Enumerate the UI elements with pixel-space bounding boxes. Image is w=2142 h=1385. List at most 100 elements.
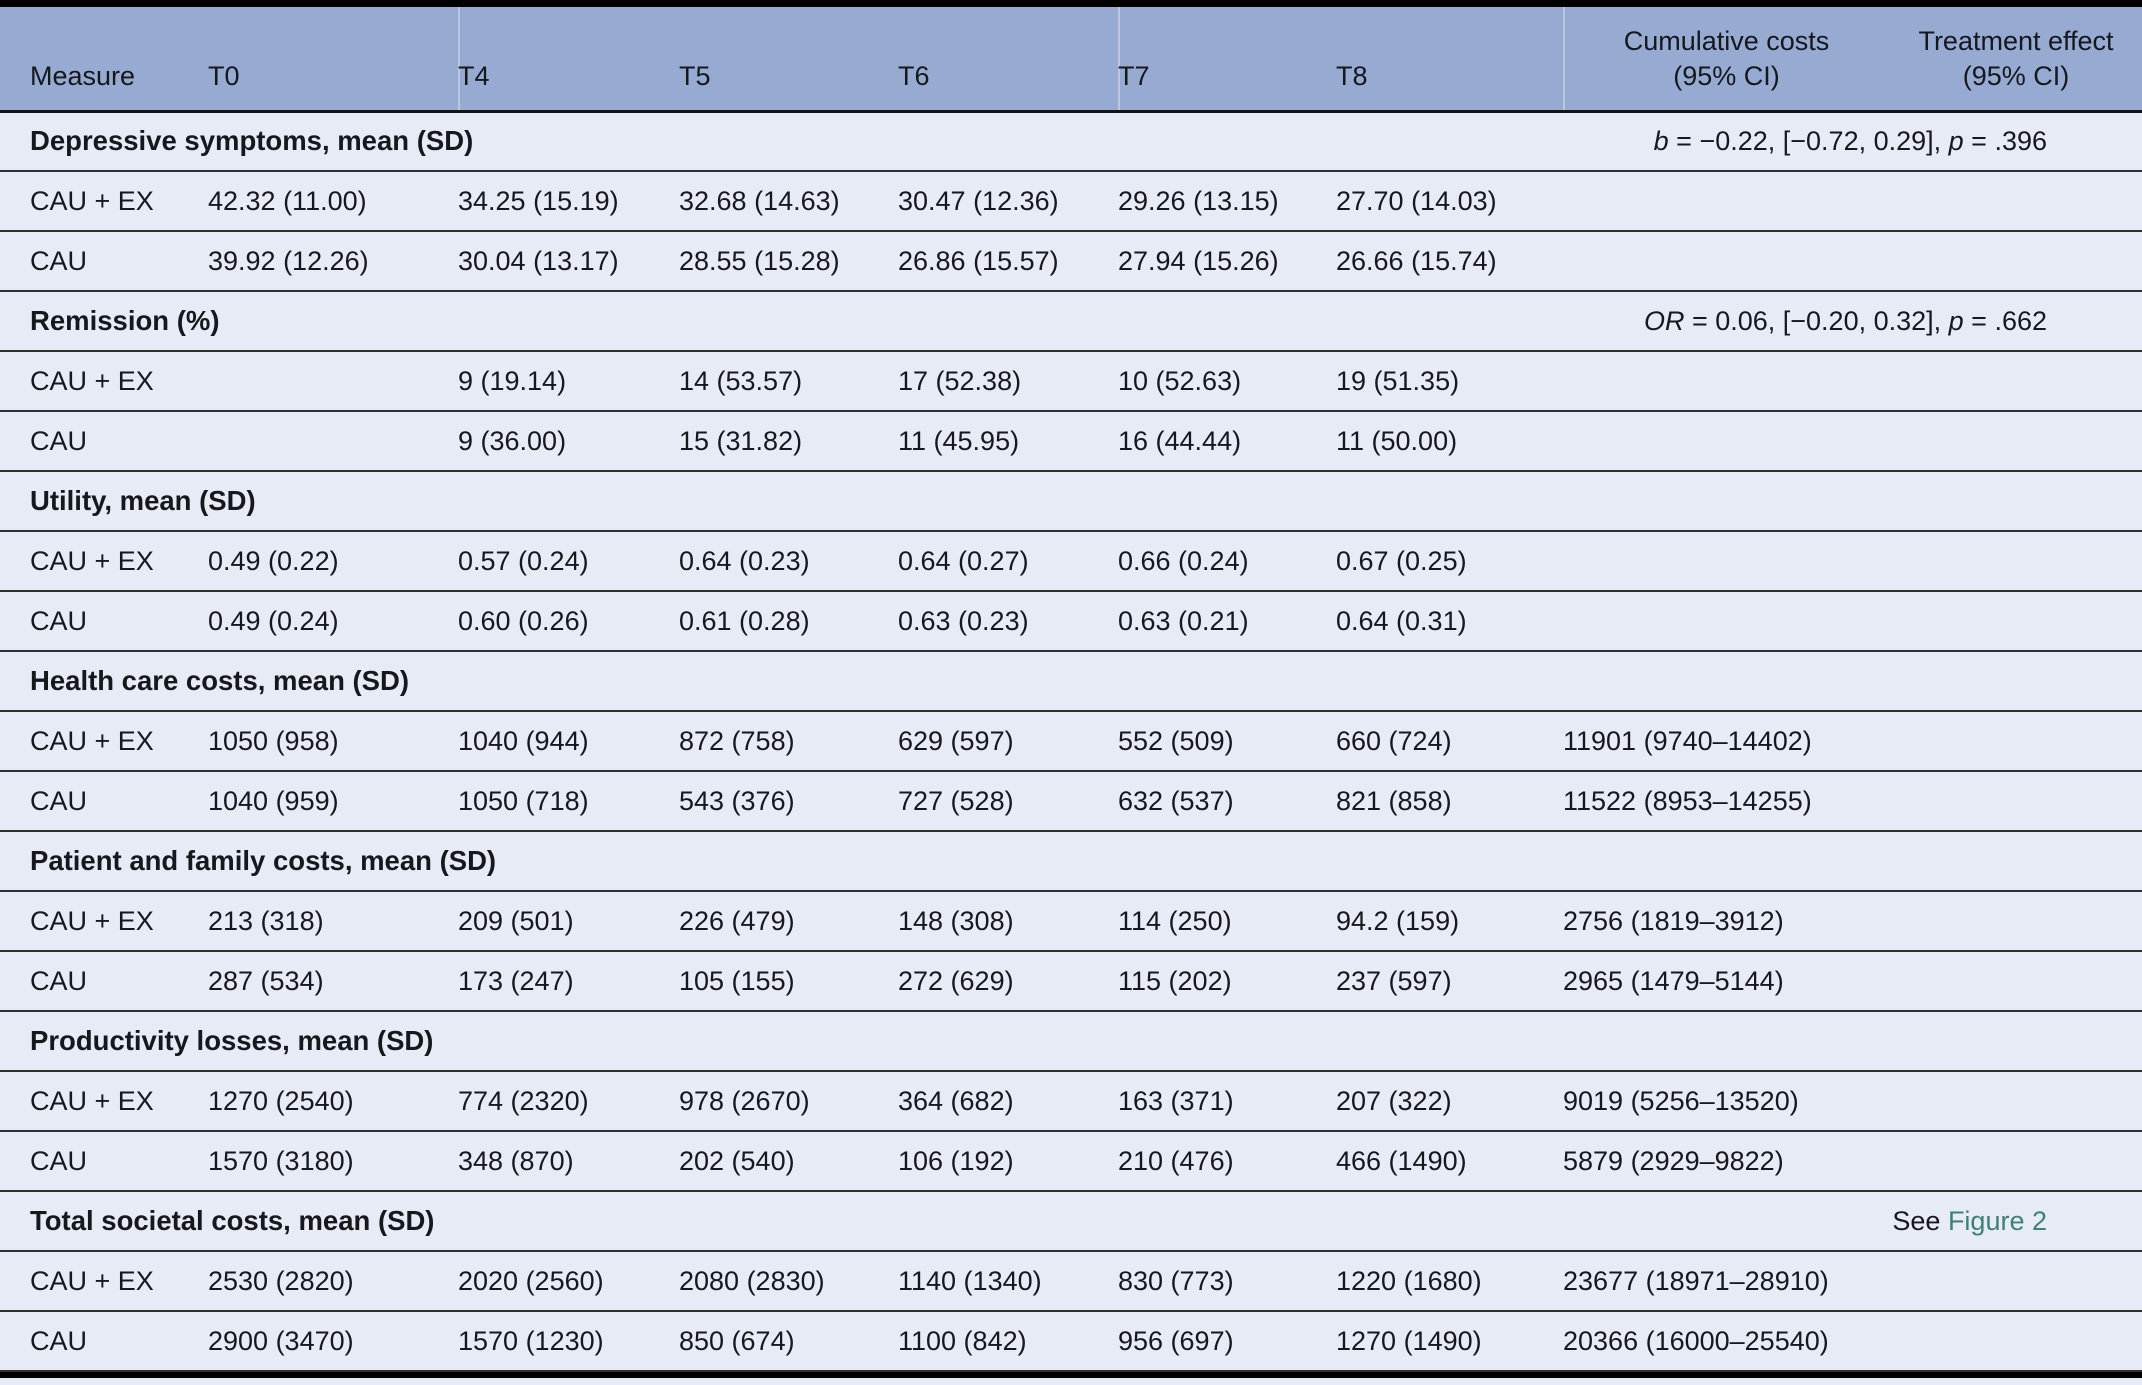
row-label: CAU + EX	[0, 1251, 208, 1312]
cell-value: 272 (629)	[898, 951, 1118, 1012]
row-label: CAU	[0, 951, 208, 1012]
table-row: CAU 1040 (959) 1050 (718) 543 (376) 727 (528…	[0, 771, 2142, 832]
cell-treatment-effect	[1890, 711, 2142, 772]
section-stat	[1563, 831, 2142, 892]
section-title: Total societal costs, mean (SD)	[0, 1191, 1563, 1252]
cell-value: 0.49 (0.22)	[208, 531, 458, 592]
cell-value: 28.55 (15.28)	[679, 231, 898, 292]
table-row: CAU 0.49 (0.24) 0.60 (0.26) 0.61 (0.28) 0.63…	[0, 591, 2142, 652]
cell-treatment-effect	[1890, 891, 2142, 952]
col-header-cumulative-costs: Cumulative costs (95% CI)	[1563, 7, 1890, 113]
cell-cumulative-costs	[1563, 171, 1890, 232]
cell-treatment-effect	[1890, 1131, 2142, 1192]
cell-value: 32.68 (14.63)	[679, 171, 898, 232]
cell-value: 27.70 (14.03)	[1336, 171, 1563, 232]
table-row: CAU 1570 (3180) 348 (870) 202 (540) 106 (192…	[0, 1131, 2142, 1192]
cell-treatment-effect	[1890, 1071, 2142, 1132]
table-row: CAU + EX 42.32 (11.00) 34.25 (15.19) 32.68 …	[0, 171, 2142, 232]
cell-value: 1220 (1680)	[1336, 1251, 1563, 1312]
row-label: CAU + EX	[0, 1071, 208, 1132]
cell-value: 27.94 (15.26)	[1118, 231, 1336, 292]
cell-value: 115 (202)	[1118, 951, 1336, 1012]
cell-value: 0.49 (0.24)	[208, 591, 458, 652]
row-label: CAU	[0, 231, 208, 292]
cell-cumulative-costs: 11901 (9740–14402)	[1563, 711, 1890, 772]
cell-value: 821 (858)	[1336, 771, 1563, 832]
row-label: CAU	[0, 771, 208, 832]
cell-value: 1270 (2540)	[208, 1071, 458, 1132]
cell-value: 1040 (959)	[208, 771, 458, 832]
cell-value: 17 (52.38)	[898, 351, 1118, 412]
cell-treatment-effect	[1890, 1311, 2142, 1372]
cell-value: 2900 (3470)	[208, 1311, 458, 1372]
cell-value: 16 (44.44)	[1118, 411, 1336, 472]
section-row: Patient and family costs, mean (SD)	[0, 831, 2142, 892]
cell-cumulative-costs: 2965 (1479–5144)	[1563, 951, 1890, 1012]
cell-value: 364 (682)	[898, 1071, 1118, 1132]
section-stat: OR = 0.06, [−0.20, 0.32], p = .662	[1563, 291, 2142, 352]
section-title: Health care costs, mean (SD)	[0, 651, 1563, 712]
col-header-t6: T6	[898, 7, 1118, 113]
cell-treatment-effect	[1890, 231, 2142, 292]
table-row: CAU + EX 2530 (2820) 2020 (2560) 2080 (2830…	[0, 1251, 2142, 1312]
cell-value: 978 (2670)	[679, 1071, 898, 1132]
cell-value: 114 (250)	[1118, 891, 1336, 952]
cell-value: 0.61 (0.28)	[679, 591, 898, 652]
cell-value: 2020 (2560)	[458, 1251, 679, 1312]
cell-value: 1570 (1230)	[458, 1311, 679, 1372]
section-row: Depressive symptoms, mean (SD) b = −0.22,…	[0, 111, 2142, 172]
section-title: Patient and family costs, mean (SD)	[0, 831, 1563, 892]
cell-cumulative-costs: 11522 (8953–14255)	[1563, 771, 1890, 832]
cell-value: 0.67 (0.25)	[1336, 531, 1563, 592]
col-header-t4: T4	[458, 7, 679, 113]
cell-treatment-effect	[1890, 351, 2142, 412]
cell-value	[208, 411, 458, 472]
cell-value: 1050 (718)	[458, 771, 679, 832]
cell-value: 30.04 (13.17)	[458, 231, 679, 292]
cell-value: 287 (534)	[208, 951, 458, 1012]
cell-value: 466 (1490)	[1336, 1131, 1563, 1192]
section-stat: See Figure 2	[1563, 1191, 2142, 1252]
cell-value: 34.25 (15.19)	[458, 171, 679, 232]
cell-value: 207 (322)	[1336, 1071, 1563, 1132]
cell-value: 173 (247)	[458, 951, 679, 1012]
table-header: Measure T0 T4 T5 T6 T7 T8 Cumulative cos…	[0, 7, 2142, 113]
section-stat: b = −0.22, [−0.72, 0.29], p = .396	[1563, 111, 2142, 172]
col-header-measure: Measure	[0, 7, 208, 113]
section-stat	[1563, 471, 2142, 532]
cell-value: 629 (597)	[898, 711, 1118, 772]
figure-link[interactable]: Figure 2	[1947, 1205, 2047, 1236]
table-row: CAU + EX 1050 (958) 1040 (944) 872 (758) 629…	[0, 711, 2142, 772]
cell-value: 2080 (2830)	[679, 1251, 898, 1312]
cell-value: 15 (31.82)	[679, 411, 898, 472]
cell-value: 850 (674)	[679, 1311, 898, 1372]
cell-value: 9 (36.00)	[458, 411, 679, 472]
section-title: Utility, mean (SD)	[0, 471, 1563, 532]
row-label: CAU	[0, 411, 208, 472]
cell-value: 26.66 (15.74)	[1336, 231, 1563, 292]
col-header-treatment-effect: Treatment effect (95% CI)	[1890, 7, 2142, 113]
cell-value: 19 (51.35)	[1336, 351, 1563, 412]
cell-value: 1140 (1340)	[898, 1251, 1118, 1312]
col-header-t7: T7	[1118, 7, 1336, 113]
cell-treatment-effect	[1890, 411, 2142, 472]
row-label: CAU + EX	[0, 351, 208, 412]
cell-value: 213 (318)	[208, 891, 458, 952]
cell-value: 543 (376)	[679, 771, 898, 832]
cell-cumulative-costs	[1563, 351, 1890, 412]
cell-treatment-effect	[1890, 1251, 2142, 1312]
row-label: CAU + EX	[0, 171, 208, 232]
cell-cumulative-costs	[1563, 411, 1890, 472]
cell-value: 0.63 (0.23)	[898, 591, 1118, 652]
cell-value: 11 (45.95)	[898, 411, 1118, 472]
table-row: CAU 2900 (3470) 1570 (1230) 850 (674) 1100 (…	[0, 1311, 2142, 1372]
cell-value: 552 (509)	[1118, 711, 1336, 772]
cell-value: 0.64 (0.23)	[679, 531, 898, 592]
row-label: CAU + EX	[0, 531, 208, 592]
table-row: CAU + EX 9 (19.14) 14 (53.57) 17 (52.38) 10 …	[0, 351, 2142, 412]
cell-value: 1270 (1490)	[1336, 1311, 1563, 1372]
section-stat	[1563, 1011, 2142, 1072]
cell-value: 872 (758)	[679, 711, 898, 772]
cell-value: 1050 (958)	[208, 711, 458, 772]
section-title: Depressive symptoms, mean (SD)	[0, 111, 1563, 172]
